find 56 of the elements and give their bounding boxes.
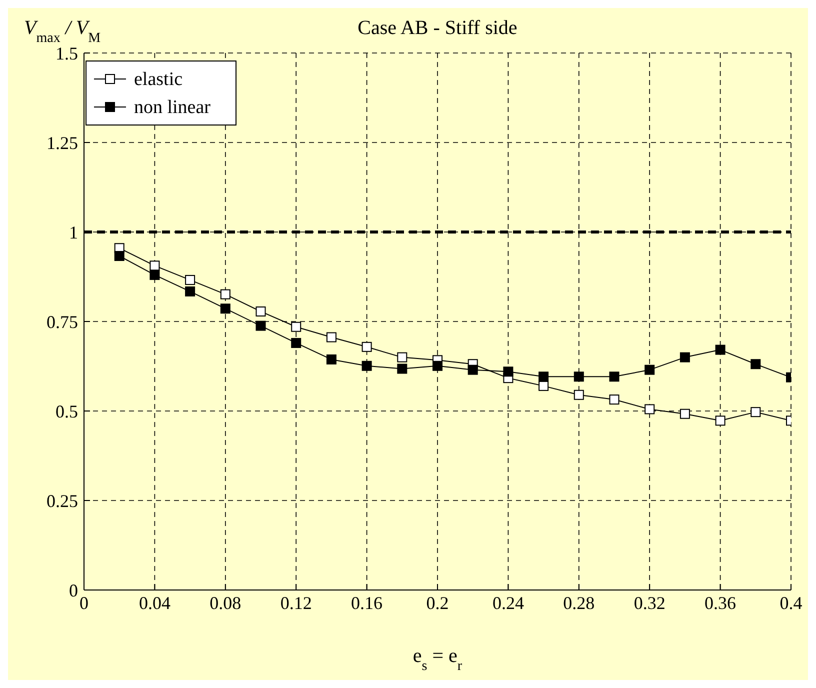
point <box>185 286 196 296</box>
y-tick-label: 1.5 <box>56 43 78 64</box>
legend-label: elastic <box>134 69 183 90</box>
point <box>326 332 336 342</box>
point <box>256 320 266 331</box>
point <box>715 416 726 426</box>
chart-title: Case AB - Stiff side <box>358 17 518 39</box>
x-tick-label: 0.16 <box>351 592 383 613</box>
point <box>680 352 690 362</box>
x-tick-label: 0.12 <box>280 592 312 613</box>
point <box>150 260 160 271</box>
point <box>432 360 442 371</box>
x-tick-label: 0.36 <box>704 592 736 613</box>
point <box>256 306 266 316</box>
x-tick-label: 0.4 <box>780 592 802 613</box>
x-tick-label: 0.28 <box>563 592 595 613</box>
point <box>609 372 620 382</box>
y-tick-label: 1 <box>69 222 78 242</box>
point <box>220 304 230 314</box>
point <box>574 372 584 382</box>
x-tick-label: 0.04 <box>138 592 170 613</box>
point <box>609 394 620 405</box>
x-tick-label: 0.24 <box>492 592 524 613</box>
point <box>538 372 549 382</box>
point <box>750 407 761 418</box>
point <box>185 274 196 285</box>
point <box>326 354 336 364</box>
point <box>680 408 690 419</box>
legend-label: non linear <box>134 97 212 118</box>
x-tick-label: 0.32 <box>634 592 666 613</box>
point <box>574 390 584 400</box>
x-tick-label: 0.08 <box>210 592 242 613</box>
point <box>397 364 408 374</box>
y-axis-title: V$_{max}$ / V$_{M}$ <box>24 17 102 46</box>
point <box>468 364 478 375</box>
y-tick-label: 0 <box>69 580 78 600</box>
point <box>750 359 761 370</box>
point <box>715 344 726 355</box>
point <box>503 366 514 377</box>
x-axis-title: e$_{s}$ = e$_{r}$ <box>412 645 462 674</box>
point <box>114 250 124 261</box>
point <box>220 289 230 300</box>
y-tick-label: 0.25 <box>46 490 78 511</box>
y-tick-label: 1.25 <box>46 132 78 153</box>
point <box>397 352 408 362</box>
point <box>291 322 302 332</box>
point <box>644 404 655 414</box>
x-tick-label: 0.2 <box>426 592 449 613</box>
point <box>291 338 302 348</box>
point <box>362 342 372 352</box>
y-tick-label: 0.75 <box>46 312 78 332</box>
point <box>150 270 160 280</box>
point <box>362 360 372 371</box>
y-tick-label: 0.5 <box>56 401 78 422</box>
point <box>644 364 655 375</box>
point <box>538 380 549 391</box>
